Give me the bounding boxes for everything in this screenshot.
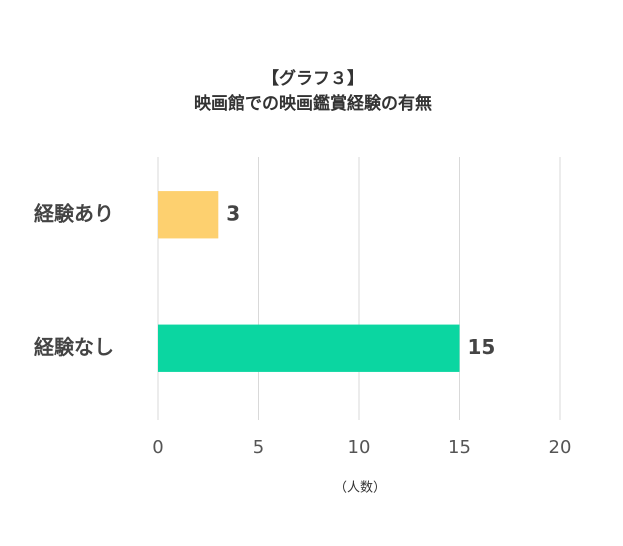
y-tick-label: 経験なし [34,335,114,359]
x-tick-label: 5 [253,437,264,458]
data-label: 15 [468,335,496,359]
y-tick-label: 経験あり [34,201,114,225]
bar [158,191,219,239]
x-tick-label: 0 [152,437,163,458]
bar [158,324,460,372]
x-tick-label: 10 [348,437,371,458]
chart-subtitle: 映画館での映画鑑賞経験の有無 [194,93,432,114]
x-axis-label: （人数） [334,481,386,496]
x-tick-label: 15 [448,437,471,458]
x-tick-label: 20 [549,437,572,458]
chart-title: 【グラフ３】 [262,68,364,89]
data-label: 3 [226,201,240,225]
